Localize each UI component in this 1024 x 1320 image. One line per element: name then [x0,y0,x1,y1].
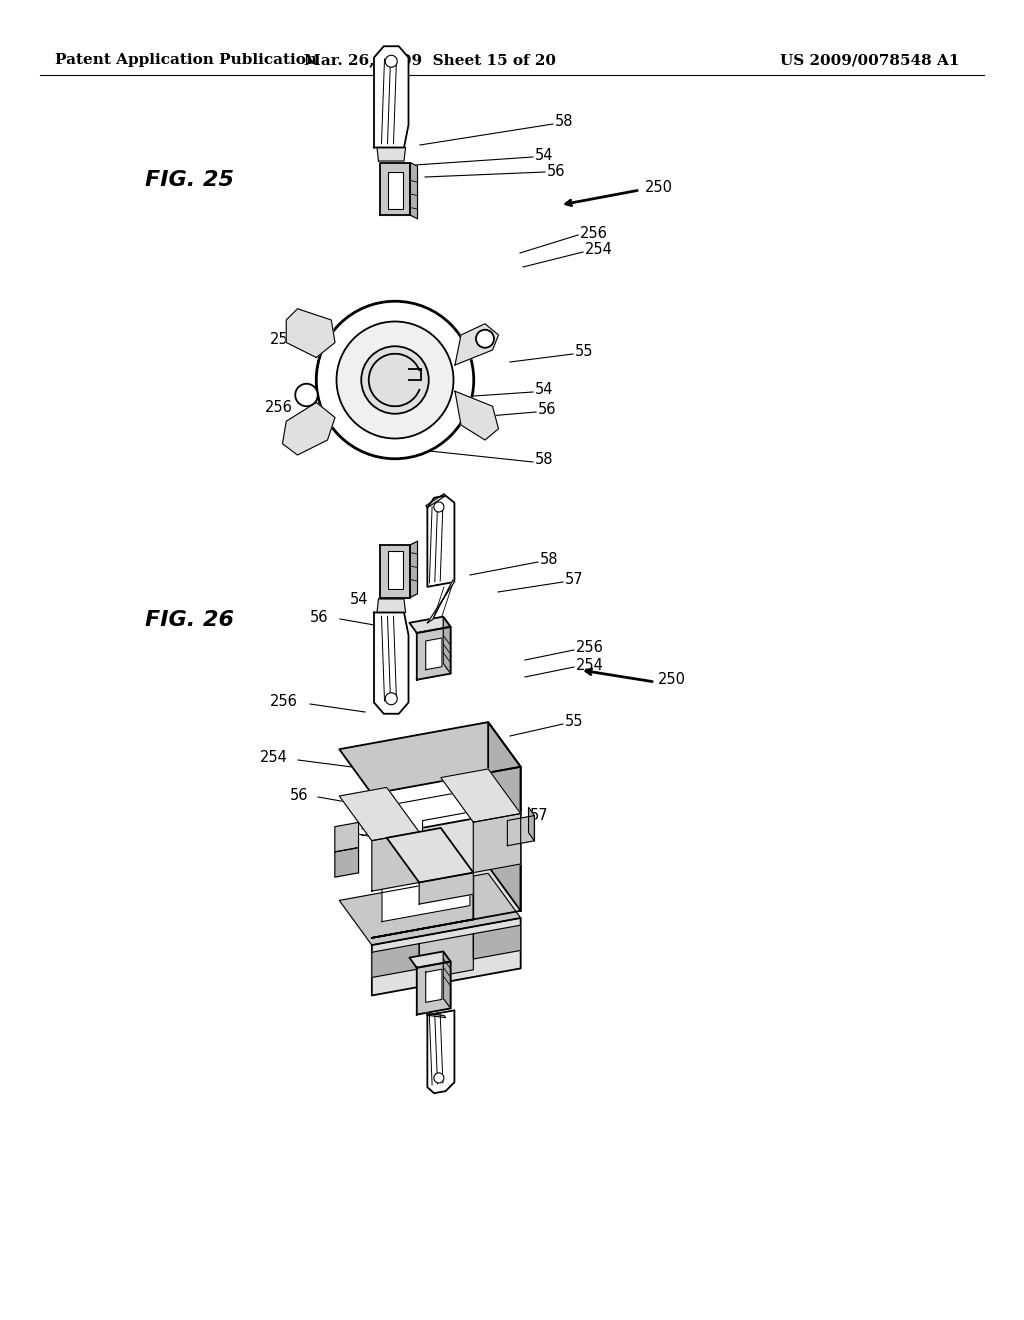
Polygon shape [426,638,442,669]
Polygon shape [426,969,442,1002]
Text: 58: 58 [540,553,558,568]
Text: 58: 58 [555,115,573,129]
Text: 254: 254 [575,657,604,672]
Polygon shape [528,808,535,841]
Polygon shape [473,813,520,873]
Polygon shape [387,828,473,883]
Text: 54: 54 [360,825,379,840]
Text: 57: 57 [565,573,584,587]
Polygon shape [417,627,451,680]
Polygon shape [426,1014,445,1018]
Polygon shape [410,541,418,598]
Polygon shape [455,323,499,366]
Polygon shape [382,791,470,921]
Text: US 2009/0078548 A1: US 2009/0078548 A1 [780,53,959,67]
Polygon shape [287,309,335,358]
Polygon shape [377,599,406,612]
Text: 254: 254 [585,243,613,257]
Text: 256: 256 [265,400,293,416]
Text: 58: 58 [420,862,438,878]
Polygon shape [387,550,402,589]
Polygon shape [427,579,455,623]
Text: 56: 56 [310,610,329,624]
Text: 254: 254 [270,333,298,347]
Text: 254: 254 [260,751,288,766]
Text: 54: 54 [535,148,554,162]
Polygon shape [427,496,455,587]
Polygon shape [339,788,419,841]
Polygon shape [417,961,451,1015]
Text: 256: 256 [580,226,608,240]
Text: 250: 250 [658,672,686,686]
Polygon shape [377,148,406,161]
Polygon shape [440,770,520,822]
Polygon shape [410,952,451,968]
Polygon shape [410,616,451,634]
Text: Patent Application Publication: Patent Application Publication [55,53,317,67]
Circle shape [434,1073,443,1082]
Text: 56: 56 [290,788,308,803]
Polygon shape [426,494,445,508]
Text: 256: 256 [575,640,604,656]
Text: 250: 250 [645,180,673,194]
Circle shape [295,384,317,407]
Polygon shape [488,722,520,911]
Circle shape [316,301,474,459]
Polygon shape [427,1010,455,1093]
Polygon shape [410,162,418,219]
Text: 55: 55 [565,714,584,730]
Circle shape [476,330,494,347]
Circle shape [361,346,429,413]
Polygon shape [335,847,358,876]
Polygon shape [455,391,499,440]
Polygon shape [372,944,419,978]
Text: 56: 56 [538,403,556,417]
Text: 56: 56 [547,165,565,180]
Text: Mar. 26, 2009  Sheet 15 of 20: Mar. 26, 2009 Sheet 15 of 20 [304,53,556,67]
Polygon shape [372,917,520,995]
Text: 55: 55 [575,345,594,359]
Polygon shape [374,46,409,148]
Polygon shape [283,403,335,455]
Polygon shape [419,933,473,979]
Polygon shape [380,162,410,215]
Polygon shape [387,172,402,209]
Text: FIG. 25: FIG. 25 [145,170,234,190]
Polygon shape [443,616,451,673]
Polygon shape [374,612,409,714]
Text: 256: 256 [270,694,298,710]
Polygon shape [335,822,358,851]
Text: 58: 58 [535,453,554,467]
Text: 54: 54 [350,593,369,607]
Polygon shape [339,722,520,793]
Text: FIG. 26: FIG. 26 [145,610,234,630]
Polygon shape [339,874,520,945]
Text: 54: 54 [535,383,554,397]
Polygon shape [419,873,473,904]
Polygon shape [372,767,520,939]
Text: 57: 57 [530,808,549,822]
Circle shape [385,55,397,67]
Polygon shape [507,816,535,846]
Polygon shape [473,925,520,960]
Circle shape [337,322,454,438]
Polygon shape [443,952,451,1008]
Circle shape [385,693,397,705]
Polygon shape [372,832,419,891]
Circle shape [434,502,443,512]
Polygon shape [380,545,410,598]
